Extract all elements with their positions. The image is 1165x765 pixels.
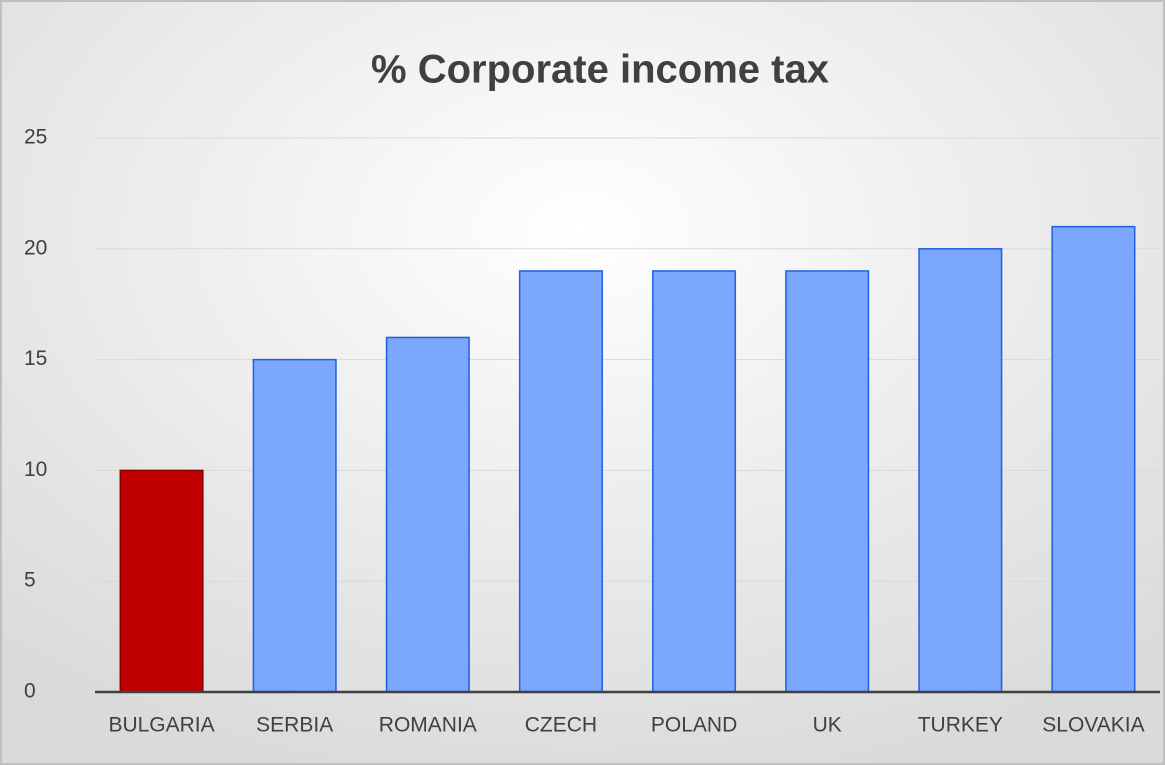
x-tick-label: BULGARIA [108, 714, 214, 737]
y-tick-label: 5 [24, 569, 36, 592]
x-tick-label: ROMANIA [379, 714, 477, 737]
x-tick-label: UK [813, 714, 842, 737]
x-tick-label: POLAND [651, 714, 737, 737]
bar [385, 336, 470, 693]
x-tick-label: SERBIA [256, 714, 333, 737]
bar [119, 469, 204, 693]
bars [119, 225, 1136, 693]
y-tick-label: 25 [24, 126, 47, 149]
y-tick-label: 20 [24, 236, 47, 259]
bar [918, 248, 1003, 693]
bar [652, 270, 737, 693]
bar [1051, 225, 1136, 693]
x-tick-label: TURKEY [918, 714, 1003, 737]
bar [785, 270, 870, 693]
chart-title: % Corporate income tax [371, 48, 829, 92]
bar [252, 358, 337, 693]
y-tick-label: 15 [24, 347, 47, 370]
y-tick-label: 10 [24, 458, 47, 481]
bar [518, 270, 603, 693]
y-tick-label: 0 [24, 680, 36, 703]
x-tick-label: CZECH [525, 714, 597, 737]
x-tick-label: SLOVAKIA [1042, 714, 1144, 737]
